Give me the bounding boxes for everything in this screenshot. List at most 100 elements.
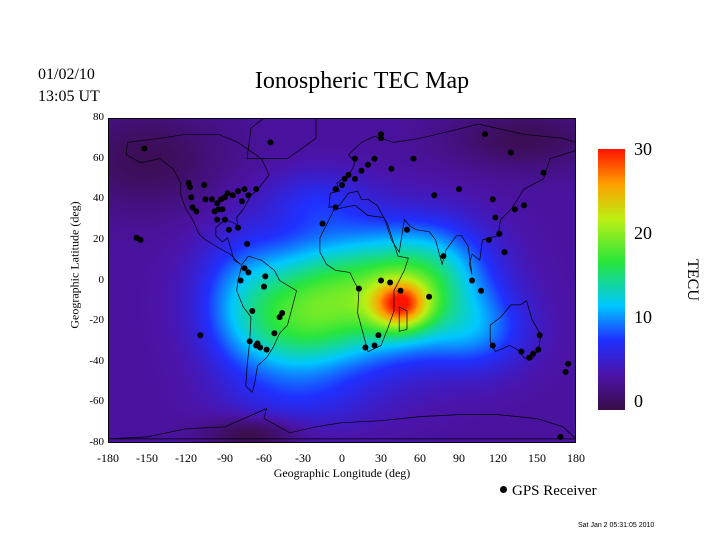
gps-receiver-marker — [489, 196, 496, 203]
x-tick-label: -150 — [136, 451, 158, 465]
gps-receiver-marker — [225, 226, 232, 233]
gps-receiver-marker — [276, 314, 283, 321]
tec-heatmap — [108, 118, 576, 443]
gps-receiver-marker — [410, 155, 417, 162]
gps-receiver-marker — [201, 182, 208, 188]
gps-receiver-marker — [501, 249, 508, 256]
gps-receiver-marker — [211, 208, 218, 215]
gps-receiver-marker — [358, 167, 365, 174]
y-tick-label: 80 — [93, 111, 104, 123]
map-time: 13:05 UT — [38, 88, 100, 105]
gps-receiver-marker — [197, 332, 204, 339]
gps-receiver-marker — [345, 171, 352, 178]
colorbar-label-box: TECU — [672, 250, 712, 310]
colorbar-tick-label: 0 — [634, 391, 643, 411]
x-tick-label: 90 — [453, 451, 465, 465]
gps-receiver-marker — [362, 344, 369, 351]
x-tick-label: -60 — [256, 451, 272, 465]
gps-receiver-marker — [229, 192, 236, 199]
colorbar-label: TECU — [684, 259, 701, 301]
gps-receiver-marker — [188, 194, 195, 201]
gps-receiver-marker — [557, 433, 564, 440]
gps-receiver-marker — [332, 204, 339, 211]
y-tick-label: -80 — [89, 436, 104, 448]
north-america-coastline — [125, 133, 270, 265]
x-tick-label: 0 — [339, 451, 345, 465]
gps-receiver-marker — [202, 196, 209, 203]
greenland-coastline — [246, 118, 317, 159]
plot-frame — [108, 118, 576, 443]
gps-receiver-marker — [214, 216, 221, 223]
gps-receiver-marker — [562, 368, 569, 375]
gps-receiver-marker — [246, 338, 253, 345]
eurasia-coastline — [328, 123, 576, 275]
gps-receiver-marker-icon — [500, 486, 507, 493]
x-tick-label: -30 — [295, 451, 311, 465]
gps-receiver-marker — [339, 182, 345, 188]
y-tick-label: -20 — [89, 314, 104, 327]
antarctica-coastline — [108, 407, 576, 440]
y-tick-label: 0 — [98, 273, 105, 286]
gps-receiver-marker — [496, 230, 503, 237]
y-axis-label: Geographic Latitude (deg) — [67, 201, 82, 329]
gps-receiver-marker — [365, 161, 371, 168]
gps-receiver-marker — [193, 208, 200, 215]
gps-receiver-marker — [245, 192, 252, 199]
x-tick-label: 180 — [567, 451, 585, 465]
timestamp-block: 01/02/10 13:05 UT — [38, 64, 100, 108]
x-tick-label: 60 — [414, 451, 426, 465]
gps-receiver-marker — [141, 145, 148, 152]
gps-receiver-marker — [214, 200, 221, 207]
gps-receiver-marker — [341, 175, 348, 182]
gps-receiver-marker — [536, 332, 543, 339]
gps-receiver-marker — [355, 285, 362, 292]
gps-receiver-marker — [219, 206, 226, 213]
gps-receiver-marker — [241, 186, 248, 193]
x-tick-label: 150 — [528, 451, 546, 465]
x-tick-label: 120 — [489, 451, 507, 465]
gps-receiver-marker — [387, 279, 394, 286]
gps-receiver-marker — [375, 332, 382, 339]
gps-receiver-marker — [511, 206, 518, 213]
gps-receiver-marker — [397, 287, 404, 294]
gps-receiver-marker — [235, 224, 241, 231]
x-tick-label: -120 — [175, 451, 197, 465]
x-tick-label: 30 — [375, 451, 387, 465]
map-title: Ionospheric TEC Map — [0, 68, 720, 95]
gps-receiver-marker — [518, 348, 525, 355]
gps-receiver-marker — [526, 354, 533, 361]
gps-receiver-marker — [521, 202, 527, 209]
gps-receiver-marker — [186, 184, 193, 191]
africa-coastline — [319, 204, 409, 353]
gps-receiver-marker — [456, 186, 462, 193]
gps-receiver-marker — [431, 192, 438, 199]
generation-timestamp: Sat Jan 2 05:31:05 2010 — [578, 522, 655, 529]
gps-receiver-marker — [263, 346, 270, 353]
gps-receiver-marker — [426, 293, 433, 300]
y-tick-label: 40 — [93, 192, 104, 205]
x-axis-label: Geographic Longitude (deg) — [273, 466, 411, 480]
gps-receiver-marker — [222, 216, 228, 223]
gps-receiver-marker — [478, 287, 485, 294]
gps-receiver-marker — [371, 342, 378, 349]
gps-receiver-marker — [540, 169, 547, 176]
gps-receiver-marker — [261, 283, 267, 290]
x-tick-label: -90 — [217, 451, 233, 465]
gps-receiver-marker — [253, 186, 260, 193]
colorbar-tick-label: 20 — [634, 223, 652, 243]
gps-receiver-marker — [332, 186, 339, 193]
gps-receiver-marker — [482, 131, 488, 138]
gps-receiver-marker — [241, 265, 248, 272]
gps-receiver-marker — [352, 155, 358, 162]
gps-receiver-marker — [224, 190, 231, 197]
y-tick-label: 60 — [93, 151, 104, 164]
gps-receiver-marker — [133, 234, 140, 241]
gps-receiver-marker — [535, 346, 542, 353]
gps-receiver-marker — [492, 214, 499, 221]
gps-receiver-marker — [378, 277, 384, 284]
colorbar-tick-label: 10 — [634, 307, 652, 327]
map-date: 01/02/10 — [38, 66, 95, 83]
map-title-text: Ionospheric TEC Map — [254, 68, 470, 94]
gps-receiver-marker — [530, 350, 537, 357]
gps-receiver-marker — [489, 342, 496, 349]
